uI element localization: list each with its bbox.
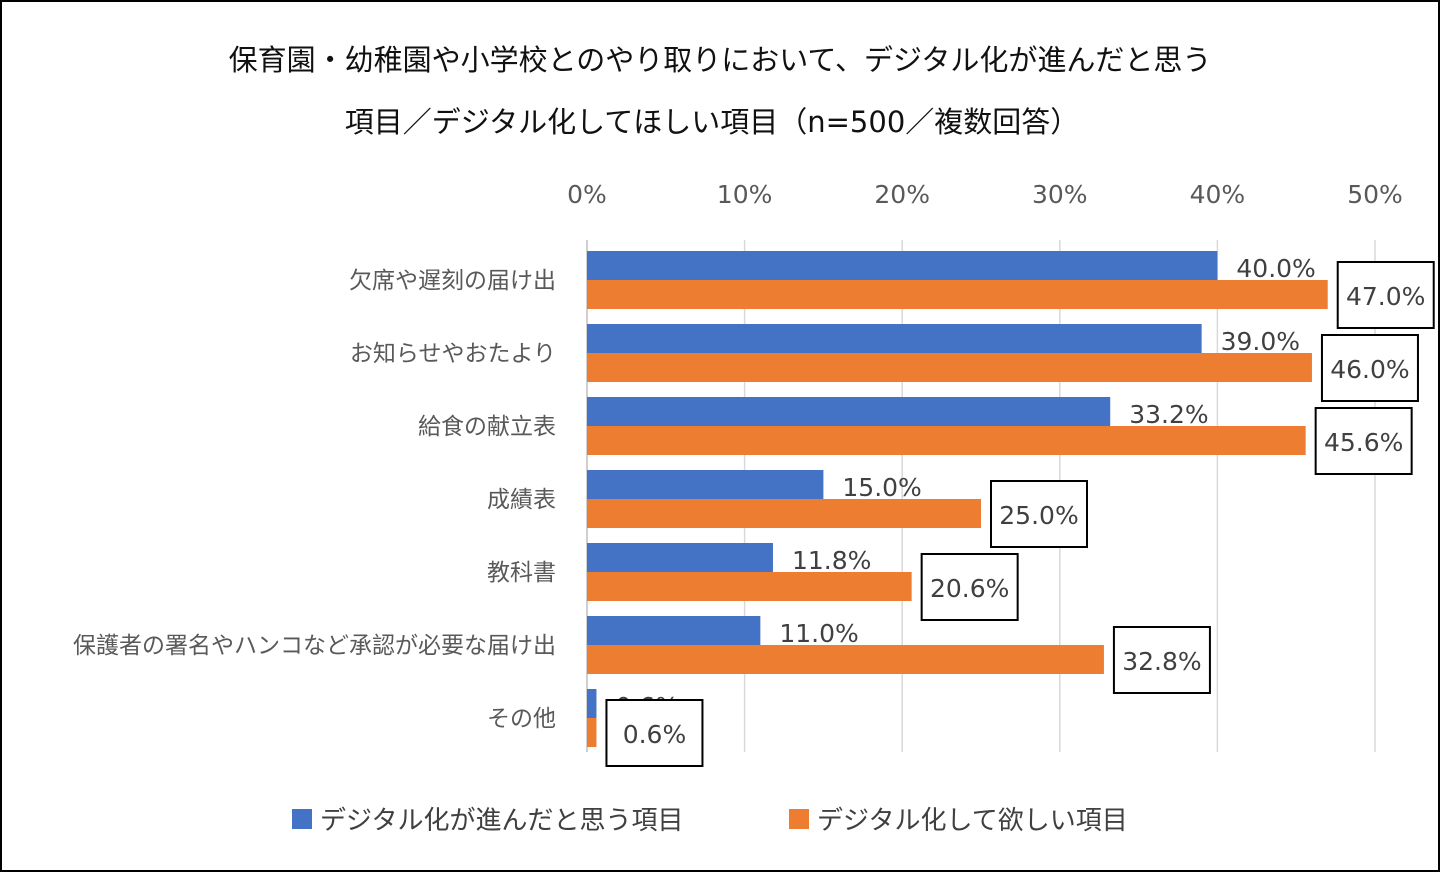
data-label-box bbox=[920, 553, 1019, 621]
legend-label-series-1: デジタル化が進んだと思う項目 bbox=[320, 806, 683, 836]
data-label-series-2: 25.0% bbox=[999, 501, 1078, 530]
data-label-box bbox=[1112, 626, 1211, 694]
bar-series-2 bbox=[587, 280, 1328, 309]
bar-series-2 bbox=[587, 499, 981, 528]
bar-series-1 bbox=[587, 397, 1111, 426]
data-label-series-1: 11.0% bbox=[779, 619, 858, 648]
category-label: その他 bbox=[487, 706, 556, 732]
data-label-series-2: 47.0% bbox=[1346, 282, 1425, 311]
category-label: 保護者の署名やハンコなど承認が必要な届け出 bbox=[73, 633, 556, 659]
data-label-series-2: 32.8% bbox=[1122, 647, 1201, 676]
bar-series-1 bbox=[587, 616, 761, 645]
bar-series-2 bbox=[587, 718, 597, 747]
x-tick-label: 30% bbox=[1032, 180, 1088, 209]
data-label-series-2: 0.6% bbox=[623, 720, 687, 749]
data-label-box bbox=[1336, 261, 1435, 329]
legend-label-series-2: デジタル化して欲しい項目 bbox=[817, 806, 1128, 836]
data-label-box bbox=[605, 699, 704, 767]
data-label-series-2: 45.6% bbox=[1324, 428, 1403, 457]
data-label-box bbox=[990, 480, 1088, 548]
data-label-series-1: 33.2% bbox=[1129, 400, 1208, 429]
data-label-series-1: 40.0% bbox=[1236, 254, 1315, 283]
category-label: 欠席や遅刻の届け出 bbox=[349, 268, 556, 294]
bar-series-1 bbox=[587, 689, 597, 718]
data-label-box bbox=[1314, 407, 1413, 475]
bar-series-1 bbox=[587, 470, 824, 499]
legend-swatch-orange bbox=[789, 809, 809, 829]
bar-series-2 bbox=[587, 572, 912, 601]
chart-title-line-2: 項目／デジタル化してほしい項目（n=500／複数回答） bbox=[345, 105, 1080, 139]
data-label-box bbox=[1320, 334, 1419, 402]
bar-series-1 bbox=[587, 543, 773, 572]
x-tick-label: 0% bbox=[567, 180, 607, 209]
category-label: 教科書 bbox=[487, 560, 556, 586]
legend-swatch-blue bbox=[292, 809, 312, 829]
data-label-series-1: 11.8% bbox=[792, 546, 871, 575]
bar-series-2 bbox=[587, 645, 1104, 674]
x-tick-label: 10% bbox=[717, 180, 773, 209]
bar-series-1 bbox=[587, 251, 1218, 280]
bar-series-1 bbox=[587, 324, 1202, 353]
data-label-series-1: 15.0% bbox=[842, 473, 921, 502]
bar-series-2 bbox=[587, 353, 1312, 382]
x-tick-label: 20% bbox=[874, 180, 930, 209]
category-label: 成績表 bbox=[487, 487, 556, 513]
category-label: お知らせやおたより bbox=[350, 341, 556, 367]
category-label: 給食の献立表 bbox=[418, 414, 556, 440]
x-tick-label: 50% bbox=[1347, 180, 1403, 209]
bar-series-2 bbox=[587, 426, 1306, 455]
data-label-series-2: 46.0% bbox=[1330, 355, 1409, 384]
data-label-series-1: 39.0% bbox=[1221, 327, 1300, 356]
data-label-series-2: 20.6% bbox=[930, 574, 1009, 603]
chart-title-line-1: 保育園・幼稚園や小学校とのやり取りにおいて、デジタル化が進んだと思う bbox=[229, 43, 1212, 77]
x-tick-label: 40% bbox=[1190, 180, 1246, 209]
